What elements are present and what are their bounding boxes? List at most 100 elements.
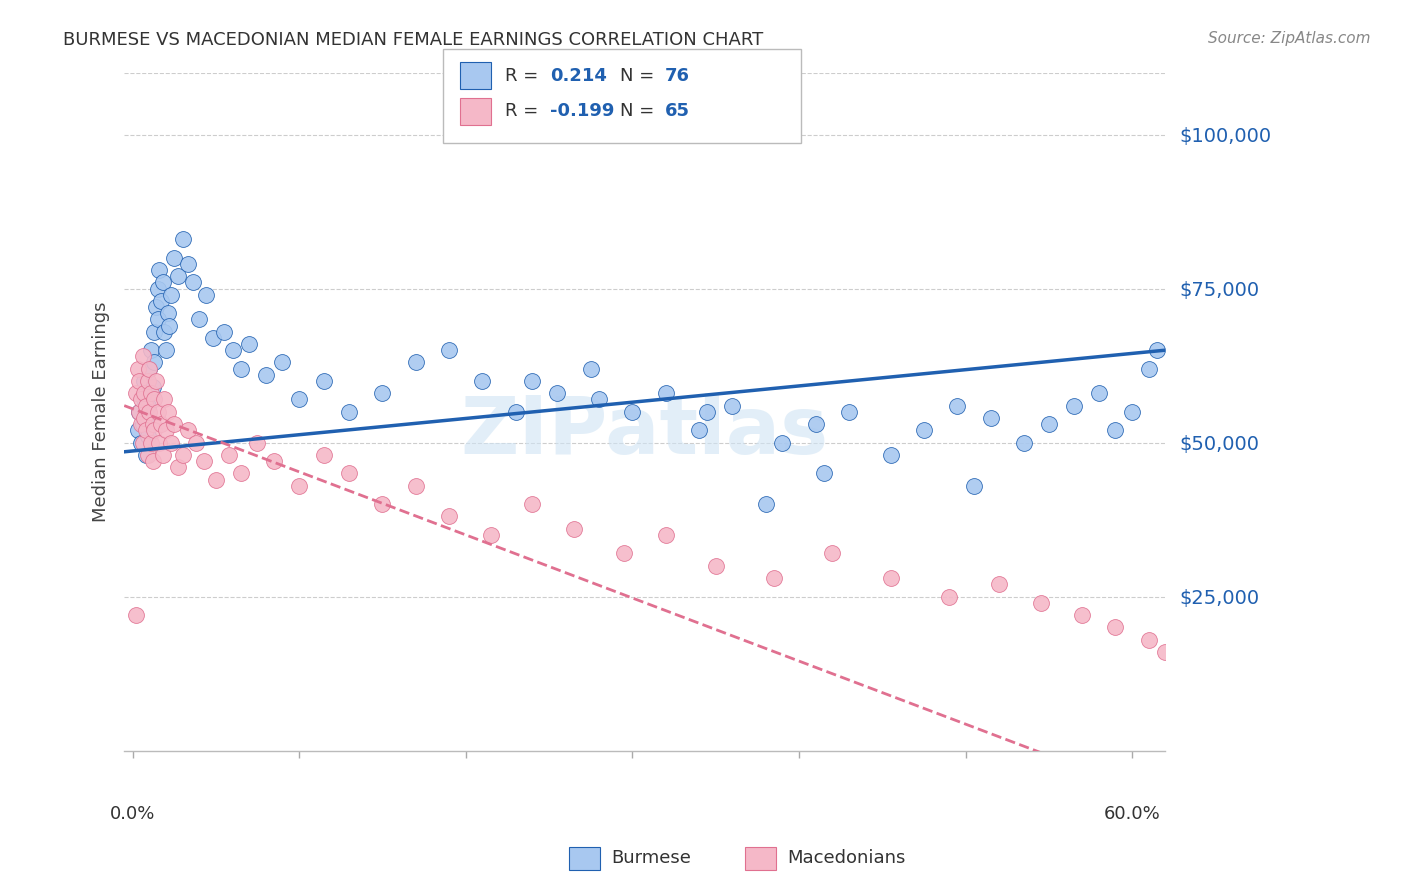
Point — [579, 361, 602, 376]
Point — [479, 528, 502, 542]
Point — [229, 361, 252, 376]
Point — [522, 374, 544, 388]
Text: 76: 76 — [665, 67, 690, 85]
Point — [721, 399, 744, 413]
Point — [437, 343, 460, 358]
Point — [172, 448, 194, 462]
Point — [1088, 386, 1111, 401]
Point — [912, 423, 935, 437]
Point — [138, 405, 160, 419]
Point — [176, 257, 198, 271]
Point — [522, 497, 544, 511]
Point — [546, 386, 568, 401]
Point — [405, 355, 427, 369]
Point — [139, 435, 162, 450]
Point — [127, 361, 149, 376]
Point — [134, 386, 156, 401]
Point — [1012, 435, 1035, 450]
Point — [1104, 423, 1126, 437]
Point — [131, 349, 153, 363]
Point — [141, 454, 163, 468]
Point — [131, 417, 153, 431]
Point — [221, 343, 243, 358]
Point — [654, 386, 676, 401]
Point — [184, 435, 207, 450]
Point — [1121, 405, 1143, 419]
Text: Macedonians: Macedonians — [787, 849, 905, 867]
Point — [160, 435, 183, 450]
Point — [135, 399, 157, 413]
Point — [246, 435, 269, 450]
Point — [271, 355, 294, 369]
Point — [134, 374, 156, 388]
Point — [704, 558, 727, 573]
Point — [135, 423, 157, 437]
Point — [149, 417, 172, 431]
Point — [143, 325, 166, 339]
Text: N =: N = — [620, 67, 659, 85]
Point — [128, 374, 150, 388]
Point — [621, 405, 644, 419]
Point — [155, 343, 177, 358]
Point — [146, 405, 169, 419]
Point — [813, 467, 835, 481]
Point — [160, 287, 183, 301]
Point — [1137, 632, 1160, 647]
Point — [138, 361, 160, 376]
Point — [139, 343, 162, 358]
Point — [946, 399, 969, 413]
Text: 0.0%: 0.0% — [110, 805, 155, 822]
Point — [163, 417, 186, 431]
Point — [157, 318, 180, 333]
Point — [135, 411, 157, 425]
Point — [134, 411, 156, 425]
Point — [153, 325, 176, 339]
Point — [148, 435, 170, 450]
Point — [156, 306, 179, 320]
Point — [141, 417, 163, 431]
Point — [1137, 361, 1160, 376]
Point — [143, 423, 166, 437]
Point — [128, 405, 150, 419]
Point — [145, 300, 167, 314]
Point — [135, 448, 157, 462]
Text: BURMESE VS MACEDONIAN MEDIAN FEMALE EARNINGS CORRELATION CHART: BURMESE VS MACEDONIAN MEDIAN FEMALE EARN… — [63, 31, 763, 49]
Y-axis label: Median Female Earnings: Median Female Earnings — [93, 301, 110, 522]
Point — [654, 528, 676, 542]
Point — [138, 386, 160, 401]
Text: Burmese: Burmese — [612, 849, 692, 867]
Point — [337, 405, 360, 419]
Point — [696, 405, 718, 419]
Point — [288, 478, 311, 492]
Point — [155, 423, 177, 437]
Point — [129, 435, 152, 450]
Point — [288, 392, 311, 407]
Point — [471, 374, 494, 388]
Point — [148, 263, 170, 277]
Point — [176, 423, 198, 437]
Text: Source: ZipAtlas.com: Source: ZipAtlas.com — [1208, 31, 1371, 46]
Point — [156, 405, 179, 419]
Point — [838, 405, 860, 419]
Point — [149, 293, 172, 308]
Point — [134, 392, 156, 407]
Point — [762, 571, 785, 585]
Point — [980, 411, 1002, 425]
Point — [143, 355, 166, 369]
Point — [337, 467, 360, 481]
Text: R =: R = — [505, 67, 544, 85]
Point — [314, 374, 336, 388]
Point — [128, 405, 150, 419]
Point — [1154, 645, 1177, 659]
Text: -0.199: -0.199 — [550, 103, 614, 120]
Point — [1029, 596, 1052, 610]
Point — [1063, 399, 1085, 413]
Point — [879, 571, 901, 585]
Point — [688, 423, 710, 437]
Point — [141, 380, 163, 394]
Point — [136, 399, 159, 413]
Point — [205, 473, 228, 487]
Point — [146, 282, 169, 296]
Point — [166, 460, 188, 475]
Point — [143, 392, 166, 407]
